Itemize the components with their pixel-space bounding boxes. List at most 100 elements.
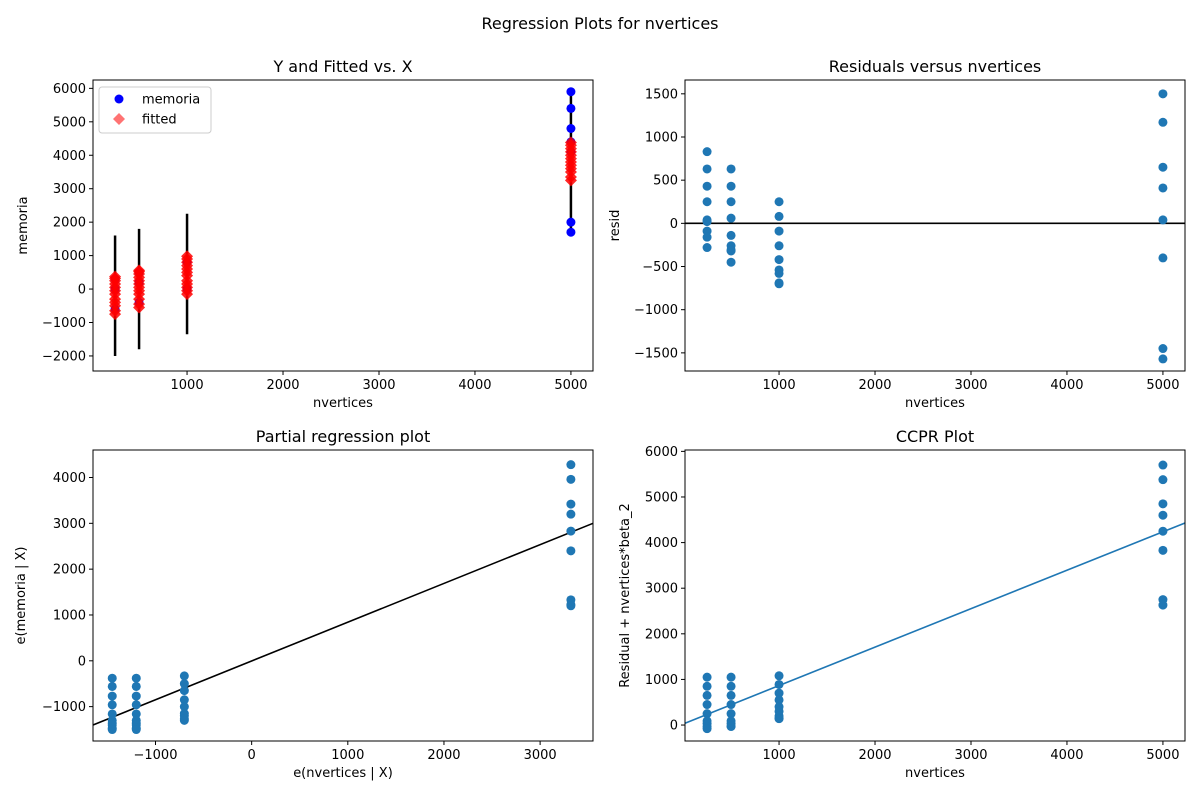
y-tick-label: 2000 — [645, 627, 678, 642]
y-tick-label: −1000 — [634, 303, 678, 318]
fit-line — [93, 522, 593, 726]
y-tick-label: 2000 — [53, 216, 86, 231]
x-axis-label: nvertices — [313, 396, 373, 411]
data-point — [107, 725, 117, 735]
data-point — [1158, 117, 1168, 127]
data-point — [179, 671, 189, 681]
data-point — [702, 181, 712, 191]
data-point — [726, 197, 736, 207]
data-point — [774, 255, 784, 265]
x-tick-label: 5000 — [1146, 378, 1179, 393]
data-point — [1158, 510, 1168, 520]
axes-frame — [684, 79, 1186, 372]
x-tick-label: 2000 — [427, 748, 460, 763]
y-tick-label: 5000 — [53, 115, 86, 130]
data-point — [107, 681, 117, 691]
data-point — [1158, 183, 1168, 193]
series-points — [702, 460, 1168, 734]
subplot-resid: Residuals versus nvertices 1000 2000 3000 40… — [608, 57, 1186, 411]
x-tick-label: 3000 — [954, 748, 987, 763]
y-tick-label: 4000 — [53, 471, 86, 486]
data-point — [774, 714, 784, 724]
data-point — [179, 715, 189, 725]
y-tick-label: 1000 — [53, 608, 86, 623]
data-point — [131, 725, 141, 735]
x-tick-label: 2000 — [858, 748, 891, 763]
data-point — [131, 700, 141, 710]
data-point — [726, 246, 736, 256]
x-axis-label: e(nvertices | X) — [293, 766, 393, 781]
data-point — [1158, 344, 1168, 354]
subplot-title: Residuals versus nvertices — [829, 57, 1042, 76]
y-tick-label: −2000 — [42, 349, 86, 364]
x-tick-label: 1000 — [331, 748, 364, 763]
legend-box — [98, 86, 212, 134]
y-tick-label: 3000 — [645, 582, 678, 597]
data-point — [566, 601, 576, 611]
data-point — [566, 103, 576, 113]
legend-entry: memoria — [142, 93, 200, 108]
data-point — [702, 197, 712, 207]
x-tick-label: 4000 — [458, 378, 491, 393]
y-tick-label: 6000 — [645, 445, 678, 460]
y-tick-label: −1000 — [42, 700, 86, 715]
data-point — [774, 695, 784, 705]
data-point — [1158, 89, 1168, 99]
y-axis-label: e(memoria | X) — [14, 547, 29, 645]
data-point — [566, 546, 576, 556]
data-point — [702, 690, 712, 700]
data-point — [566, 460, 576, 470]
y-axis-label: resid — [608, 210, 623, 242]
data-point — [566, 227, 576, 237]
data-point — [702, 681, 712, 691]
data-point — [1158, 526, 1168, 536]
data-point — [1158, 600, 1168, 610]
y-tick-label: 500 — [653, 174, 678, 189]
series-points — [702, 89, 1168, 364]
data-point — [131, 673, 141, 683]
data-point — [774, 671, 784, 681]
y-axis-label: memoria — [16, 196, 31, 254]
y-tick-label: 4000 — [53, 149, 86, 164]
y-tick-label: 2000 — [53, 563, 86, 578]
data-point — [131, 681, 141, 691]
data-point — [774, 241, 784, 251]
y-tick-label: 1500 — [645, 87, 678, 102]
y-tick-label: 4000 — [645, 536, 678, 551]
data-point — [566, 499, 576, 509]
data-point — [179, 695, 189, 705]
x-tick-label: 1000 — [763, 748, 796, 763]
data-point — [702, 147, 712, 157]
x-tick-label: 2000 — [266, 378, 299, 393]
x-axis-label: nvertices — [905, 396, 965, 411]
data-point — [1158, 460, 1168, 470]
data-point — [774, 279, 784, 289]
data-point — [1158, 545, 1168, 555]
data-point — [109, 270, 122, 283]
data-point — [702, 217, 712, 227]
data-point — [131, 691, 141, 701]
plot-area — [93, 460, 593, 735]
data-point — [702, 724, 712, 734]
figure-title: Regression Plots for nvertices — [482, 14, 719, 33]
data-point — [726, 672, 736, 682]
data-point — [566, 217, 576, 227]
x-tick-label: 1000 — [763, 378, 796, 393]
data-point — [131, 709, 141, 719]
data-point — [726, 164, 736, 174]
data-point — [133, 264, 146, 277]
series-points — [107, 460, 576, 735]
data-point — [726, 230, 736, 240]
data-point — [107, 709, 117, 719]
plot-area — [685, 460, 1185, 734]
data-point — [179, 679, 189, 689]
y-tick-label: 1000 — [645, 130, 678, 145]
data-point — [774, 679, 784, 689]
y-tick-label: 3000 — [53, 182, 86, 197]
data-point — [1158, 253, 1168, 263]
fit-line — [685, 522, 1185, 724]
data-point — [774, 226, 784, 236]
data-point — [181, 250, 194, 263]
